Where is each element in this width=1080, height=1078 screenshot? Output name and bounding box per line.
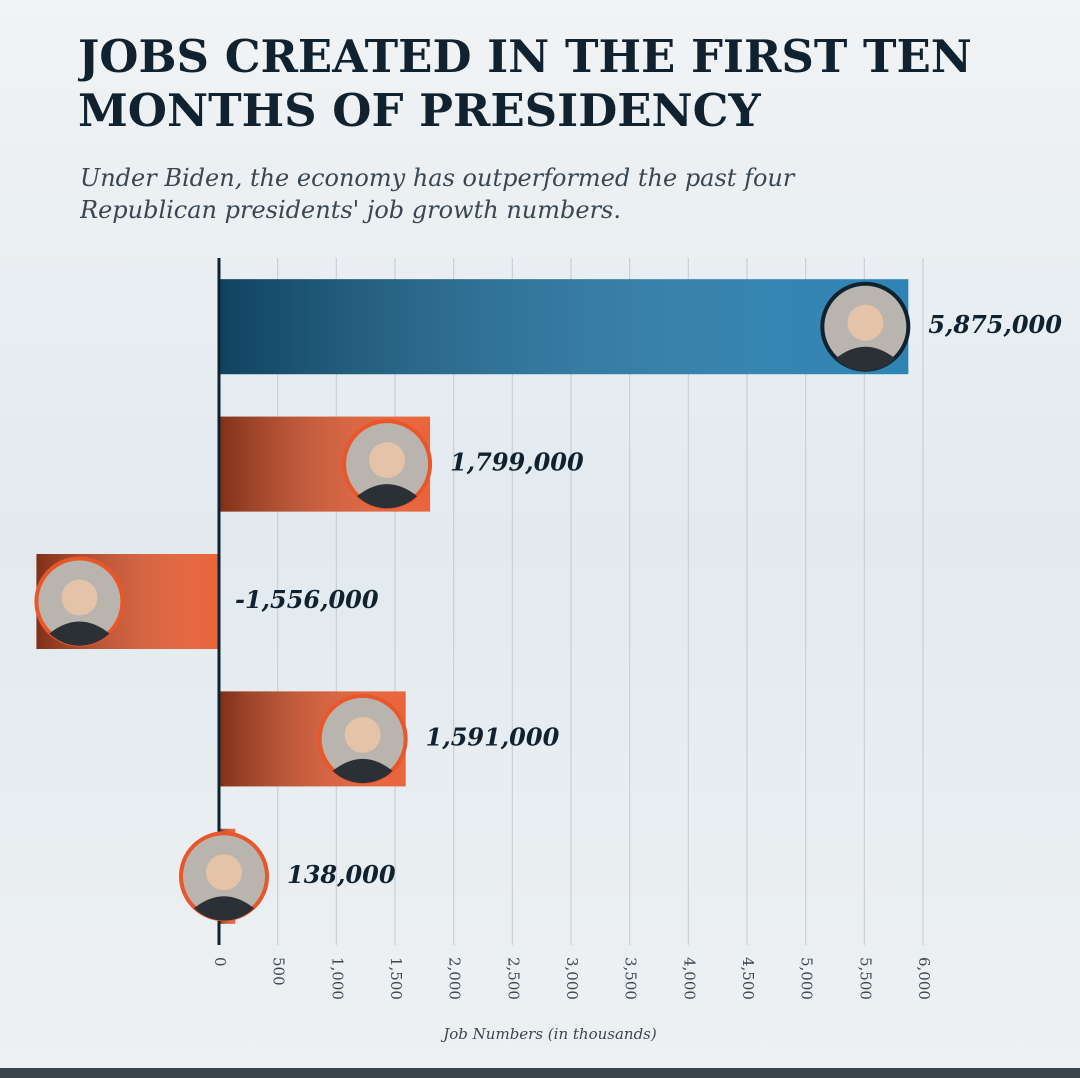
x-tick-label: 6,000 (915, 957, 933, 1000)
x-tick-label: 1,000 (328, 957, 346, 1000)
x-tick-label: 2,000 (446, 957, 464, 1000)
portrait-face (847, 304, 884, 341)
bar-shade (219, 279, 909, 375)
x-tick-label: 500 (270, 957, 288, 986)
value-label: 1,799,000 (450, 448, 584, 477)
value-label: -1,556,000 (235, 585, 379, 614)
x-tick-label: 4,000 (680, 957, 698, 1000)
portrait-suit (332, 758, 393, 784)
portrait-suit (194, 896, 254, 921)
value-label: 1,591,000 (426, 722, 560, 751)
portrait-face (344, 716, 381, 753)
x-tick-label: 3,500 (622, 957, 640, 1000)
x-tick-label: 0 (211, 957, 229, 967)
x-tick-label: 5,500 (856, 957, 874, 1000)
chart-title: JOBS CREATED IN THE FIRST TEN MONTHS OF … (78, 30, 972, 137)
x-tick-label: 5,000 (798, 957, 816, 1000)
portrait-suit (49, 621, 110, 646)
value-label: 138,000 (287, 860, 396, 889)
subtitle-box: Under Biden, the economy has outperforme… (80, 164, 795, 224)
x-tick-label: 3,000 (563, 957, 581, 1000)
x-axis-label: Job Numbers (in thousands) (440, 1025, 657, 1043)
portrait-face (61, 579, 98, 616)
value-label: 5,875,000 (928, 310, 1062, 339)
portrait-face (206, 854, 242, 891)
portrait-suit (357, 484, 418, 509)
x-tick-label: 2,500 (504, 957, 522, 1000)
x-tick-label: 4,500 (739, 957, 757, 1000)
title-box: JOBS CREATED IN THE FIRST TEN MONTHS OF … (78, 30, 972, 137)
bottom-bar (0, 1068, 1080, 1078)
chart-subtitle: Under Biden, the economy has outperforme… (80, 164, 795, 224)
portrait-suit (835, 346, 896, 371)
x-tick-label: 1,500 (387, 957, 405, 1000)
portrait-face (369, 442, 406, 479)
